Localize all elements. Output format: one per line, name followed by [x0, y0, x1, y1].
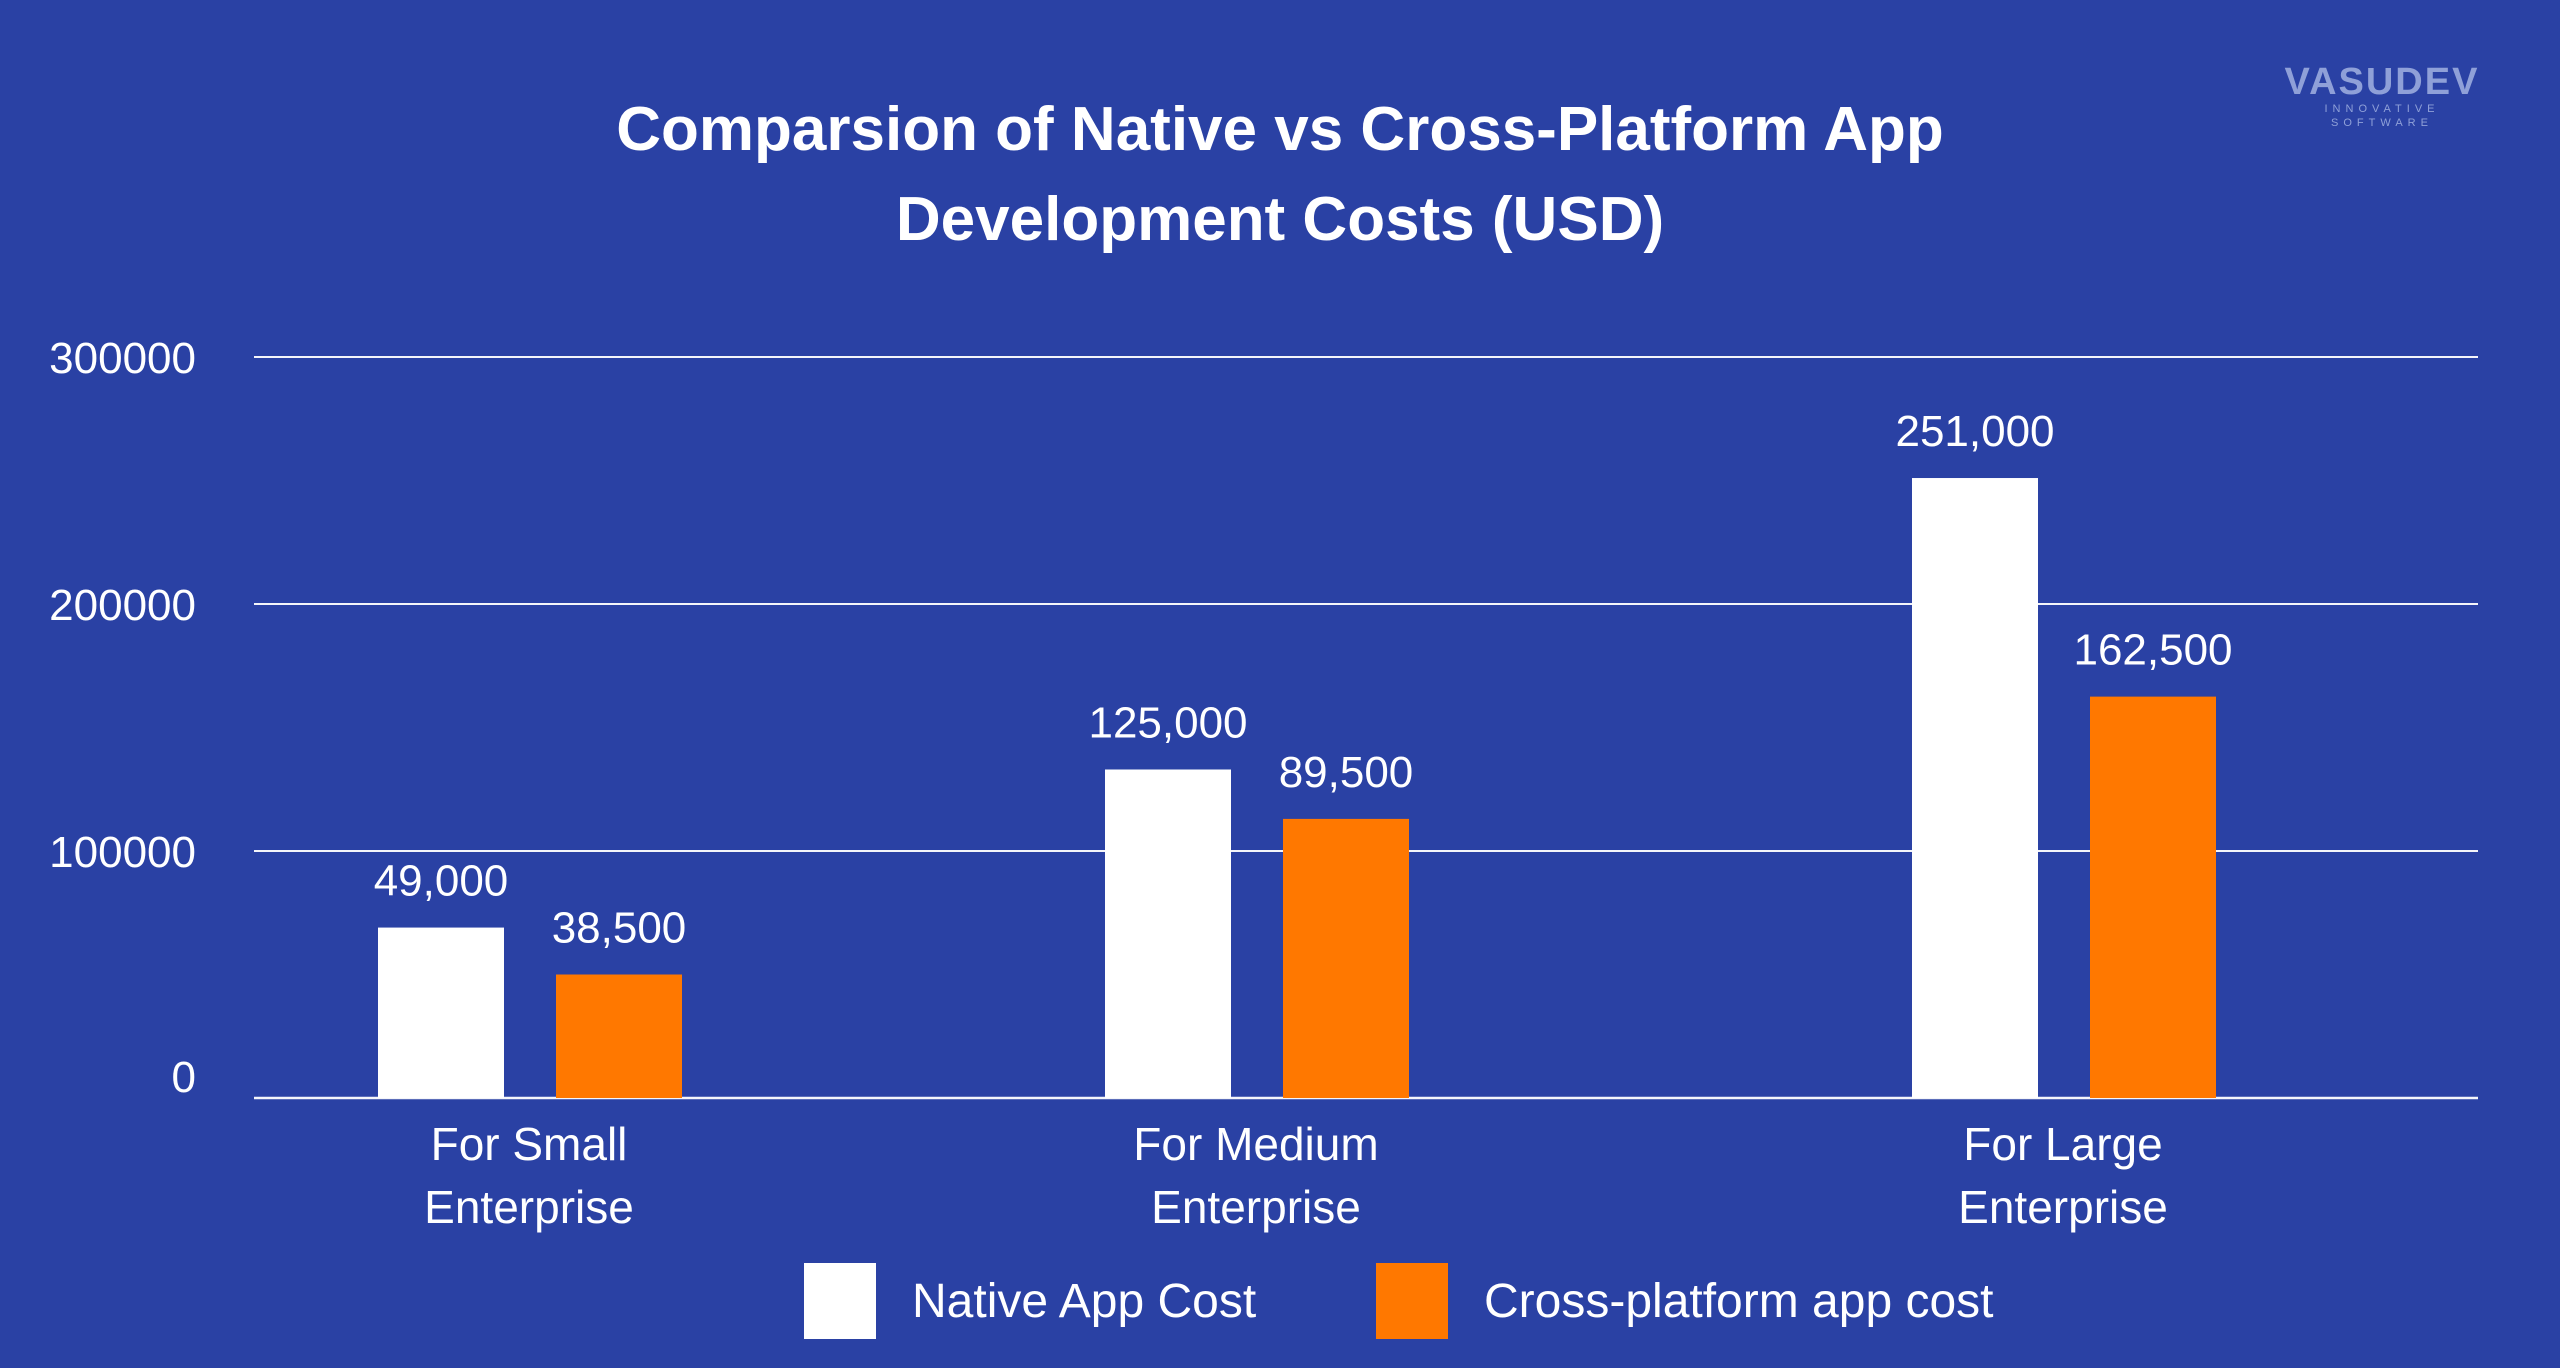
bar-cross-platform [556, 974, 682, 1098]
data-label: 38,500 [552, 904, 687, 953]
x-category-label: For Small [431, 1118, 628, 1170]
logo-tagline: INNOVATIVE SOFTWARE [2324, 103, 2440, 129]
y-tick-label: 200000 [49, 581, 196, 630]
x-category-label: For Large [1963, 1118, 2162, 1170]
y-tick-label: 100000 [49, 828, 196, 877]
data-label: 251,000 [1895, 407, 2054, 456]
bar-cross-platform [2090, 696, 2216, 1098]
y-tick-label: 0 [172, 1053, 196, 1102]
chart-title-line-2: Development Costs (USD) [895, 185, 1665, 254]
logo-wordmark: VASUDEV [2284, 61, 2480, 103]
data-label: 49,000 [374, 857, 509, 906]
y-tick-label: 300000 [49, 334, 196, 383]
x-category-label: Enterprise [1958, 1181, 2168, 1233]
legend-swatch-cross-platform [1376, 1263, 1448, 1339]
x-category-label: For Medium [1133, 1118, 1378, 1170]
legend-item-cross-platform: Cross-platform app cost [1376, 1263, 1994, 1339]
bar-native [1105, 769, 1231, 1098]
legend-label-native: Native App Cost [912, 1274, 1257, 1328]
x-category-label: Enterprise [1151, 1181, 1361, 1233]
bar-cross-platform [1283, 818, 1409, 1098]
x-category-label: Enterprise [424, 1181, 634, 1233]
data-label: 125,000 [1088, 698, 1247, 747]
vasudev-logo: VASUDEV INNOVATIVE SOFTWARE [2282, 62, 2482, 130]
bar-native [378, 927, 504, 1098]
data-label: 89,500 [1279, 748, 1414, 797]
legend-item-native: Native App Cost [804, 1263, 1256, 1339]
chart-title-line-1: Comparsion of Native vs Cross-Platform A… [616, 95, 1944, 164]
data-label: 162,500 [2073, 626, 2232, 675]
bar-native [1912, 478, 2038, 1098]
legend-swatch-native [804, 1263, 876, 1339]
legend-label-cross-platform: Cross-platform app cost [1484, 1274, 1994, 1328]
